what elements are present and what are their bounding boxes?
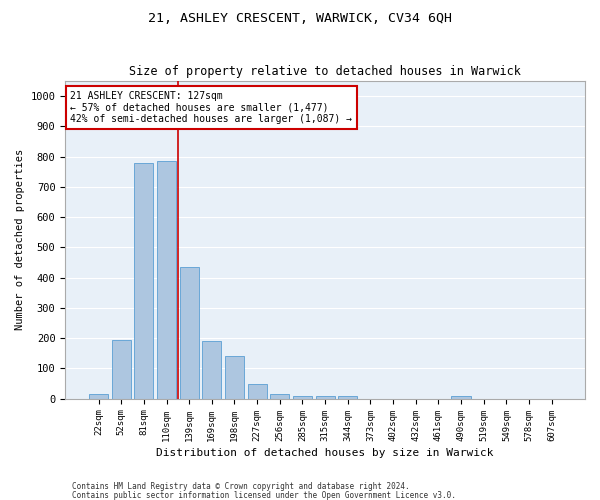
- Y-axis label: Number of detached properties: Number of detached properties: [15, 149, 25, 330]
- Text: Contains HM Land Registry data © Crown copyright and database right 2024.: Contains HM Land Registry data © Crown c…: [72, 482, 410, 491]
- Bar: [270, 394, 289, 398]
- Title: Size of property relative to detached houses in Warwick: Size of property relative to detached ho…: [129, 66, 521, 78]
- Bar: [248, 384, 267, 398]
- Bar: [134, 162, 154, 398]
- Text: Contains public sector information licensed under the Open Government Licence v3: Contains public sector information licen…: [72, 490, 456, 500]
- Bar: [202, 341, 221, 398]
- X-axis label: Distribution of detached houses by size in Warwick: Distribution of detached houses by size …: [157, 448, 494, 458]
- Bar: [157, 161, 176, 398]
- Bar: [179, 267, 199, 398]
- Text: 21 ASHLEY CRESCENT: 127sqm
← 57% of detached houses are smaller (1,477)
42% of s: 21 ASHLEY CRESCENT: 127sqm ← 57% of deta…: [70, 90, 352, 124]
- Bar: [112, 340, 131, 398]
- Bar: [338, 396, 358, 398]
- Bar: [451, 396, 471, 398]
- Bar: [293, 396, 312, 398]
- Bar: [316, 396, 335, 398]
- Bar: [89, 394, 108, 398]
- Bar: [225, 356, 244, 399]
- Text: 21, ASHLEY CRESCENT, WARWICK, CV34 6QH: 21, ASHLEY CRESCENT, WARWICK, CV34 6QH: [148, 12, 452, 26]
